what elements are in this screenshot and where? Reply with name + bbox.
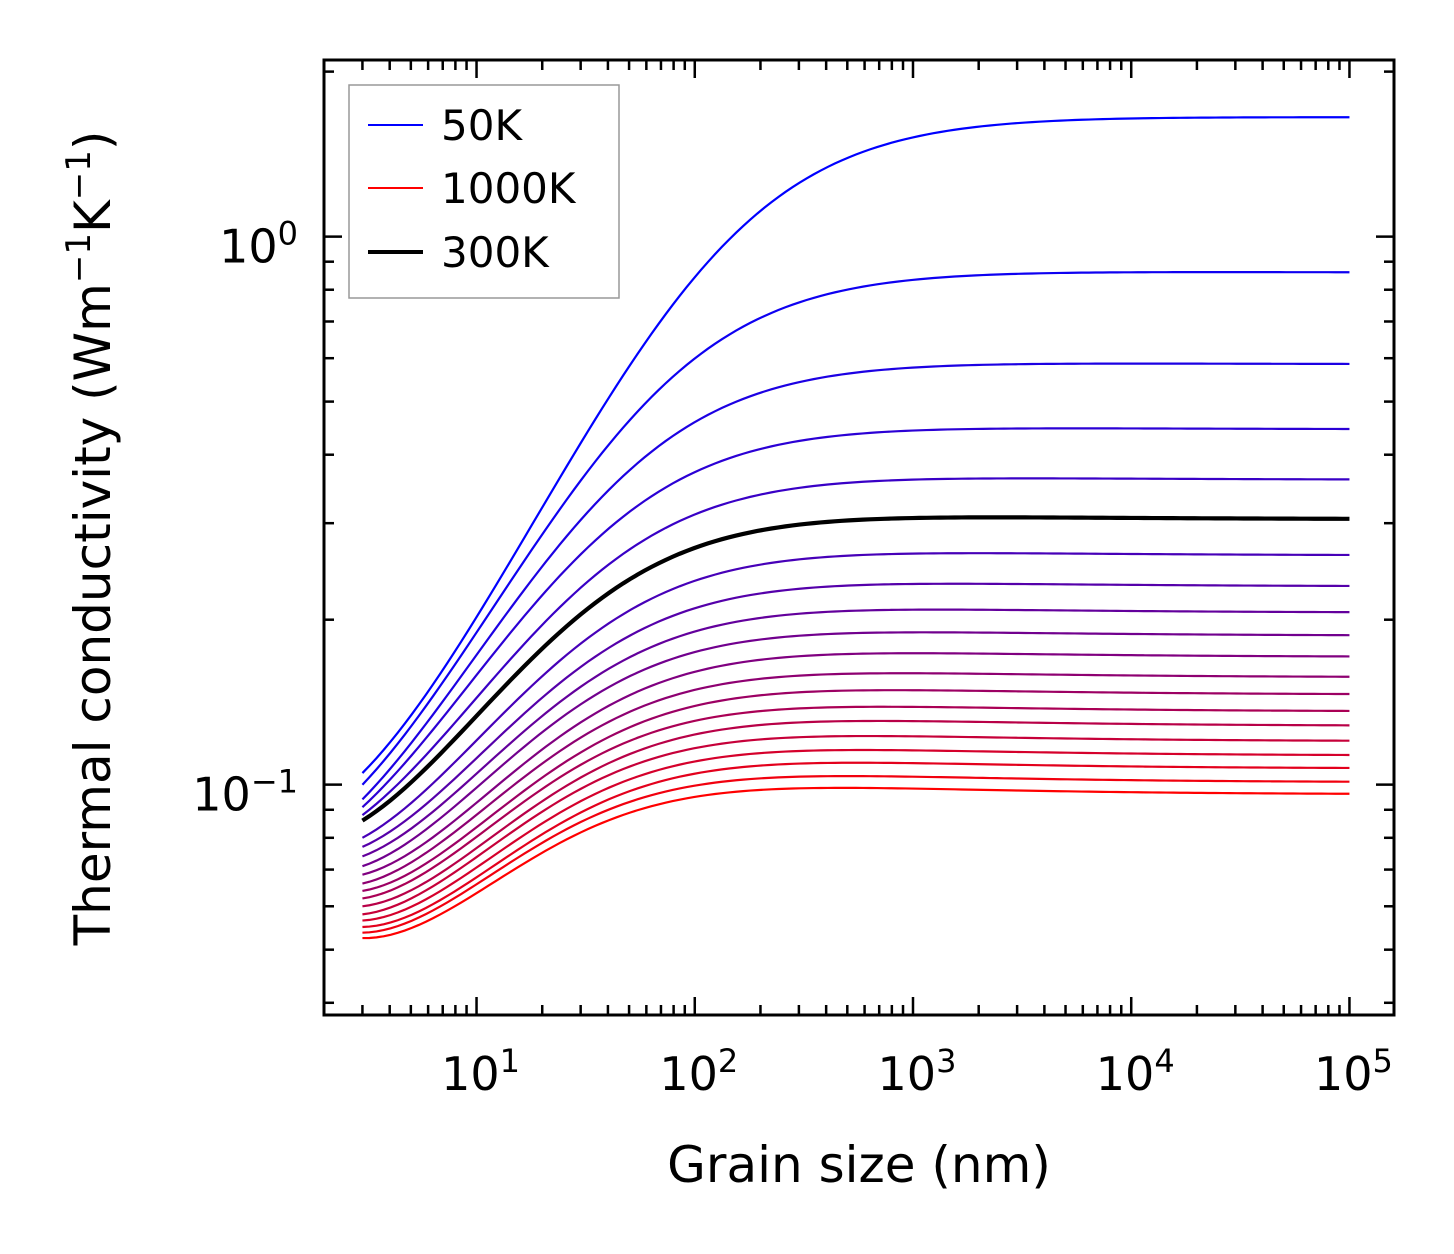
y-label-exp1: −1: [59, 233, 99, 283]
x-tick-labels: 101 102 103 104 105: [441, 1042, 1393, 1101]
series-line-700K: [362, 705, 1350, 900]
legend-label-300K: 300K: [441, 228, 550, 277]
legend: 50K 1000K 300K: [348, 84, 620, 299]
series-line-600K: [362, 672, 1350, 885]
series-line-750K: [362, 719, 1350, 908]
plot-frame: [322, 58, 1396, 1017]
series-line-950K: [362, 775, 1350, 934]
y-tick-label: 100: [219, 215, 298, 274]
x-tick-label: 104: [1096, 1042, 1175, 1101]
series-line-250K: [361, 477, 1350, 816]
y-label-exp2: −1: [59, 150, 99, 200]
series-line-500K: [362, 631, 1350, 868]
y-tick-labels: 10−1 100: [192, 215, 298, 822]
y-label-unit-k: K: [64, 199, 122, 233]
series-line-400K: [361, 582, 1350, 848]
legend-box: [348, 84, 620, 299]
x-tick-label: 102: [659, 1042, 738, 1101]
x-tick-label: 101: [441, 1042, 520, 1101]
y-label-suffix: ): [64, 131, 122, 151]
series-line-550K: [362, 652, 1350, 876]
series-line-850K: [362, 748, 1350, 922]
y-tick-label: 10−1: [192, 763, 298, 822]
series-line-300K: [361, 515, 1350, 823]
x-axis-label: Grain size (nm): [667, 1136, 1051, 1194]
series-line-800K: [362, 734, 1350, 916]
legend-label-1000K: 1000K: [441, 164, 577, 213]
ticks-layer: [322, 60, 1394, 1015]
series-line-50K: [361, 116, 1350, 774]
series-line-450K: [362, 608, 1350, 858]
series-line-100K: [361, 271, 1350, 786]
series-line-900K: [362, 761, 1350, 929]
x-tick-label: 105: [1314, 1042, 1393, 1101]
series-line-200K: [361, 427, 1350, 808]
series-line-650K: [362, 689, 1350, 892]
legend-label-50K: 50K: [441, 101, 523, 150]
y-axis-label: Thermal conductivity (Wm−1K−1): [59, 131, 122, 947]
series-line-150K: [361, 362, 1350, 801]
y-label-prefix: Thermal conductivity (Wm: [64, 283, 122, 946]
series-layer: [361, 116, 1350, 940]
series-line-1000K: [362, 786, 1350, 940]
x-tick-label: 103: [878, 1042, 957, 1101]
series-line-350K: [361, 552, 1350, 839]
